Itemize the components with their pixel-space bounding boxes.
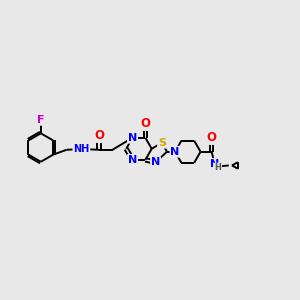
- Text: O: O: [207, 131, 217, 144]
- Text: N: N: [128, 133, 137, 143]
- Text: N: N: [170, 147, 180, 157]
- Text: N: N: [210, 159, 219, 169]
- Text: F: F: [37, 115, 45, 125]
- Text: H: H: [214, 164, 221, 172]
- Text: S: S: [158, 138, 166, 148]
- Text: N: N: [128, 155, 137, 165]
- Text: O: O: [94, 129, 104, 142]
- Text: NH: NH: [73, 144, 89, 154]
- Text: N: N: [151, 157, 160, 167]
- Text: O: O: [140, 117, 150, 130]
